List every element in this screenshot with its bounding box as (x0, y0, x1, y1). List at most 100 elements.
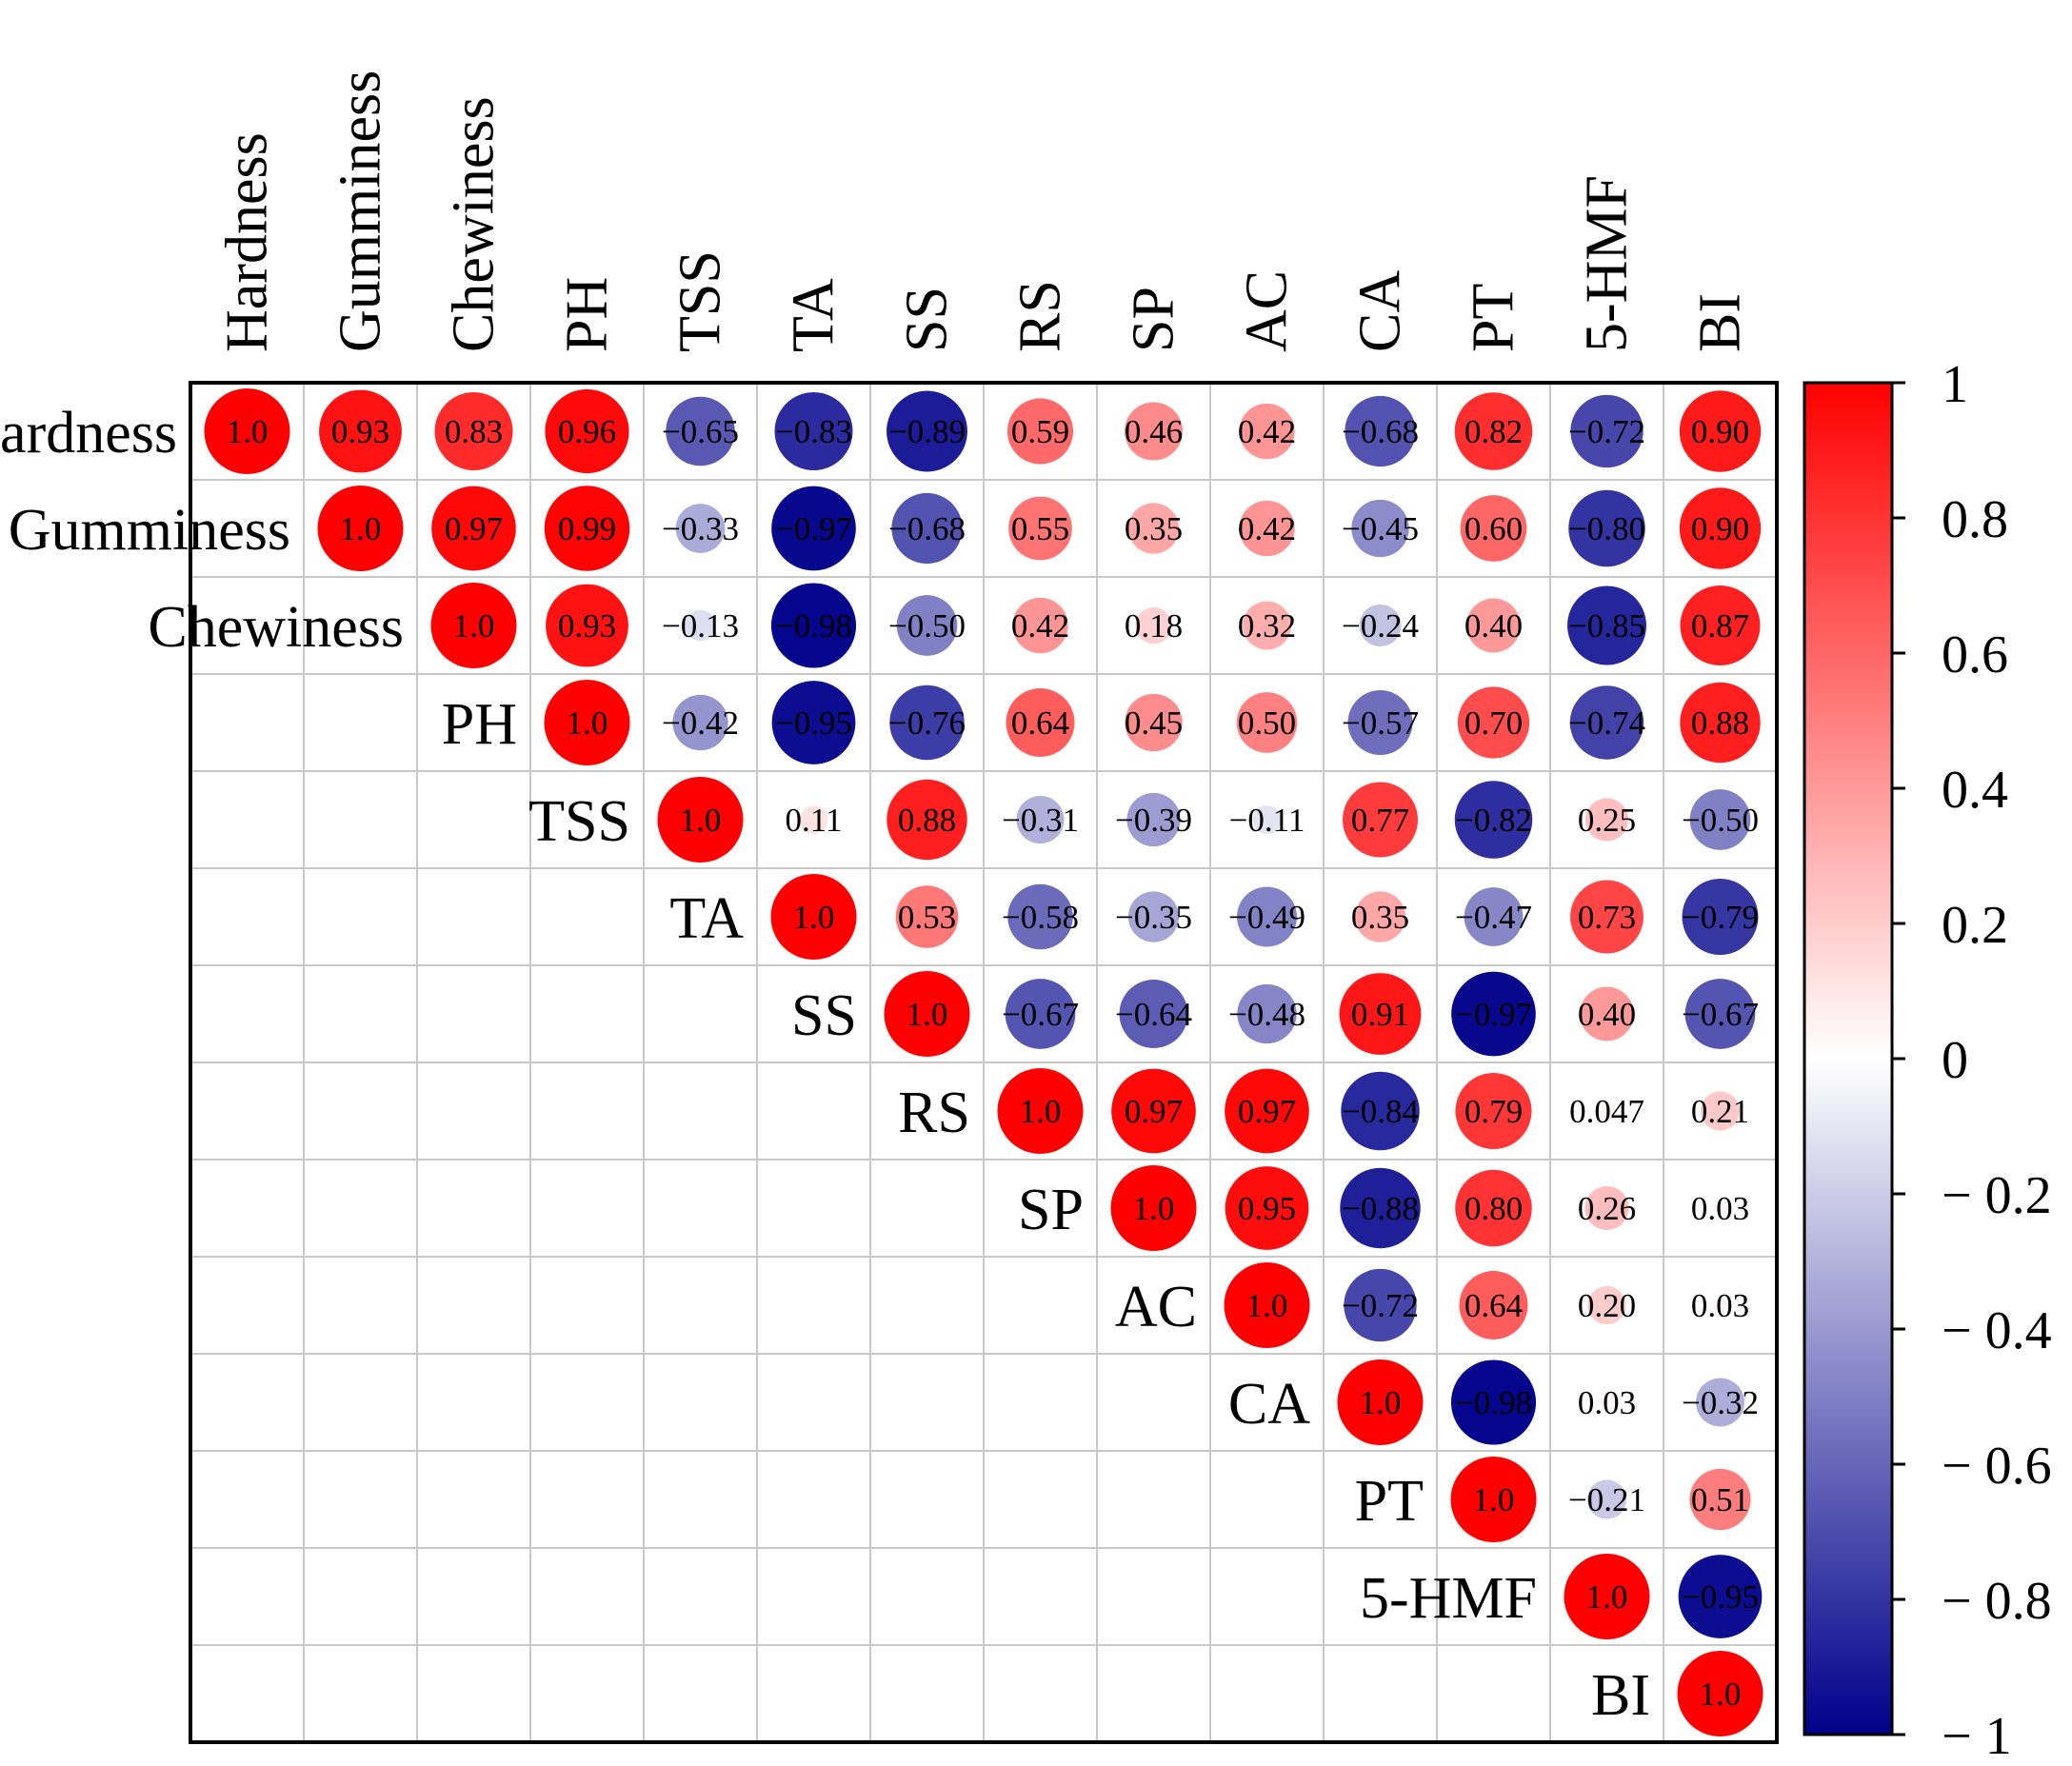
corr-value-label: 0.88 (898, 802, 956, 839)
corr-value-label: 1.0 (906, 996, 948, 1033)
corr-circle (546, 584, 628, 667)
corr-circle (1450, 1457, 1537, 1542)
corr-circle (1599, 1395, 1615, 1410)
row-label: Hardness (0, 401, 177, 466)
corr-value-label: 0.42 (1011, 607, 1069, 645)
corr-circle (1125, 693, 1183, 752)
corr-value-label: −0.79 (1682, 899, 1759, 936)
corr-circle (1006, 688, 1075, 757)
corr-circle (1351, 499, 1409, 558)
corr-value-label: −0.74 (1568, 704, 1645, 742)
corr-circle (1680, 585, 1761, 665)
corr-value-label: −0.98 (1455, 1384, 1532, 1421)
corr-value-label: −0.85 (1568, 607, 1645, 645)
corr-circle (672, 694, 728, 751)
corr-circle (1354, 891, 1406, 943)
colorbar-tick-label: − 0.2 (1942, 1166, 2052, 1225)
correlation-values: 1.0 0.93 0.83 0.96 −0.65 −0.83 −0.89 0.59 0.46 0.… (227, 413, 1759, 1713)
corr-circle (799, 805, 828, 834)
corr-value-label: −0.88 (1342, 1190, 1419, 1227)
column-label: AC (1235, 270, 1300, 352)
corr-value-label: 0.64 (1464, 1287, 1523, 1324)
corr-value-label: 0.73 (1578, 899, 1636, 936)
corr-circle (1568, 489, 1645, 567)
corr-circle (666, 396, 735, 466)
correlation-circles (204, 388, 1763, 1736)
colorbar-gradient (1803, 381, 1894, 1736)
corr-circle (1684, 979, 1756, 1049)
column-label: PT (1462, 284, 1526, 352)
row-label: 5-HMF (1360, 1566, 1537, 1631)
corr-value-label: −0.82 (1455, 802, 1532, 839)
column-label: SP (1122, 287, 1186, 352)
corr-circle (1012, 597, 1068, 654)
corr-value-label: 0.60 (1464, 510, 1523, 547)
corr-value-label: −0.13 (662, 607, 739, 645)
corr-value-label: −0.50 (888, 607, 966, 645)
corr-circle (1337, 1359, 1424, 1445)
corr-circle (1689, 1468, 1751, 1531)
column-label: Chewiness (442, 96, 507, 352)
corr-value-label: 0.40 (1578, 996, 1636, 1033)
colorbar-tick-label: − 1 (1942, 1707, 2012, 1766)
column-label: TA (782, 278, 847, 352)
colorbar-tick-label: − 0.8 (1942, 1572, 2052, 1631)
colorbar-tick-label: 0 (1942, 1031, 1968, 1090)
corr-value-label: −0.65 (662, 413, 739, 450)
corr-value-label: −0.67 (1002, 996, 1079, 1033)
corr-circle (1677, 1651, 1763, 1736)
row-label: CA (1228, 1372, 1310, 1437)
corr-circle (891, 492, 963, 565)
corr-circle (774, 392, 853, 470)
corr-value-label: 1.0 (340, 510, 382, 547)
corr-circle (1457, 686, 1530, 759)
corr-value-label: −0.72 (1568, 413, 1645, 450)
corr-circle (896, 595, 958, 656)
corr-value-label: −0.68 (888, 510, 966, 547)
corr-circle (887, 779, 967, 861)
corr-value-label: 0.77 (1351, 802, 1409, 839)
corr-value-label: 0.99 (558, 510, 616, 547)
corr-circle (771, 486, 856, 571)
row-label: Gumminess (9, 498, 290, 563)
column-label: TSS (668, 250, 733, 352)
colorbar-tick-label: 0.2 (1942, 896, 2008, 955)
corr-value-label: −0.35 (1115, 899, 1192, 936)
corr-circle (1239, 500, 1295, 557)
column-label: RS (1008, 280, 1073, 352)
column-label: CA (1348, 270, 1413, 352)
corr-circle (430, 583, 517, 668)
corr-circle (1239, 403, 1295, 460)
row-label: TA (669, 886, 744, 951)
corr-circle (1237, 983, 1297, 1044)
corr-value-label: −0.89 (888, 413, 966, 450)
column-label: BI (1688, 293, 1753, 352)
corr-circle (771, 681, 856, 764)
corr-value-label: −0.11 (1229, 802, 1305, 839)
corr-value-label: 0.32 (1238, 607, 1296, 645)
corr-value-label: 0.79 (1464, 1093, 1523, 1130)
corr-value-label: 0.59 (1011, 413, 1069, 450)
corr-value-label: 0.18 (1125, 607, 1183, 645)
corr-value-label: −0.47 (1455, 899, 1532, 936)
corr-circle (1570, 880, 1644, 954)
corr-value-label: −0.33 (662, 510, 739, 547)
corr-value-label: 1.0 (1586, 1578, 1628, 1616)
corr-circle (1135, 606, 1172, 645)
corr-circle (675, 504, 726, 553)
corr-circle (1450, 1359, 1537, 1445)
column-label: SS (895, 287, 960, 352)
plot-frame (189, 381, 1779, 1744)
corr-circle (884, 971, 970, 1057)
corr-circle (685, 609, 716, 642)
corr-circle (1580, 986, 1634, 1042)
corr-circle (1679, 487, 1762, 569)
variable-labels: Hardness Gumminess Chewiness PH TSS TA SS RS SP A… (0, 70, 1753, 1728)
corr-circle (1243, 601, 1291, 650)
row-label: Chewiness (148, 595, 404, 660)
corr-value-label: 0.96 (558, 413, 616, 450)
corr-value-label: 0.42 (1238, 510, 1296, 547)
corr-circle (1682, 879, 1759, 955)
corr-circle (1237, 886, 1297, 947)
corr-circle (1359, 604, 1402, 647)
